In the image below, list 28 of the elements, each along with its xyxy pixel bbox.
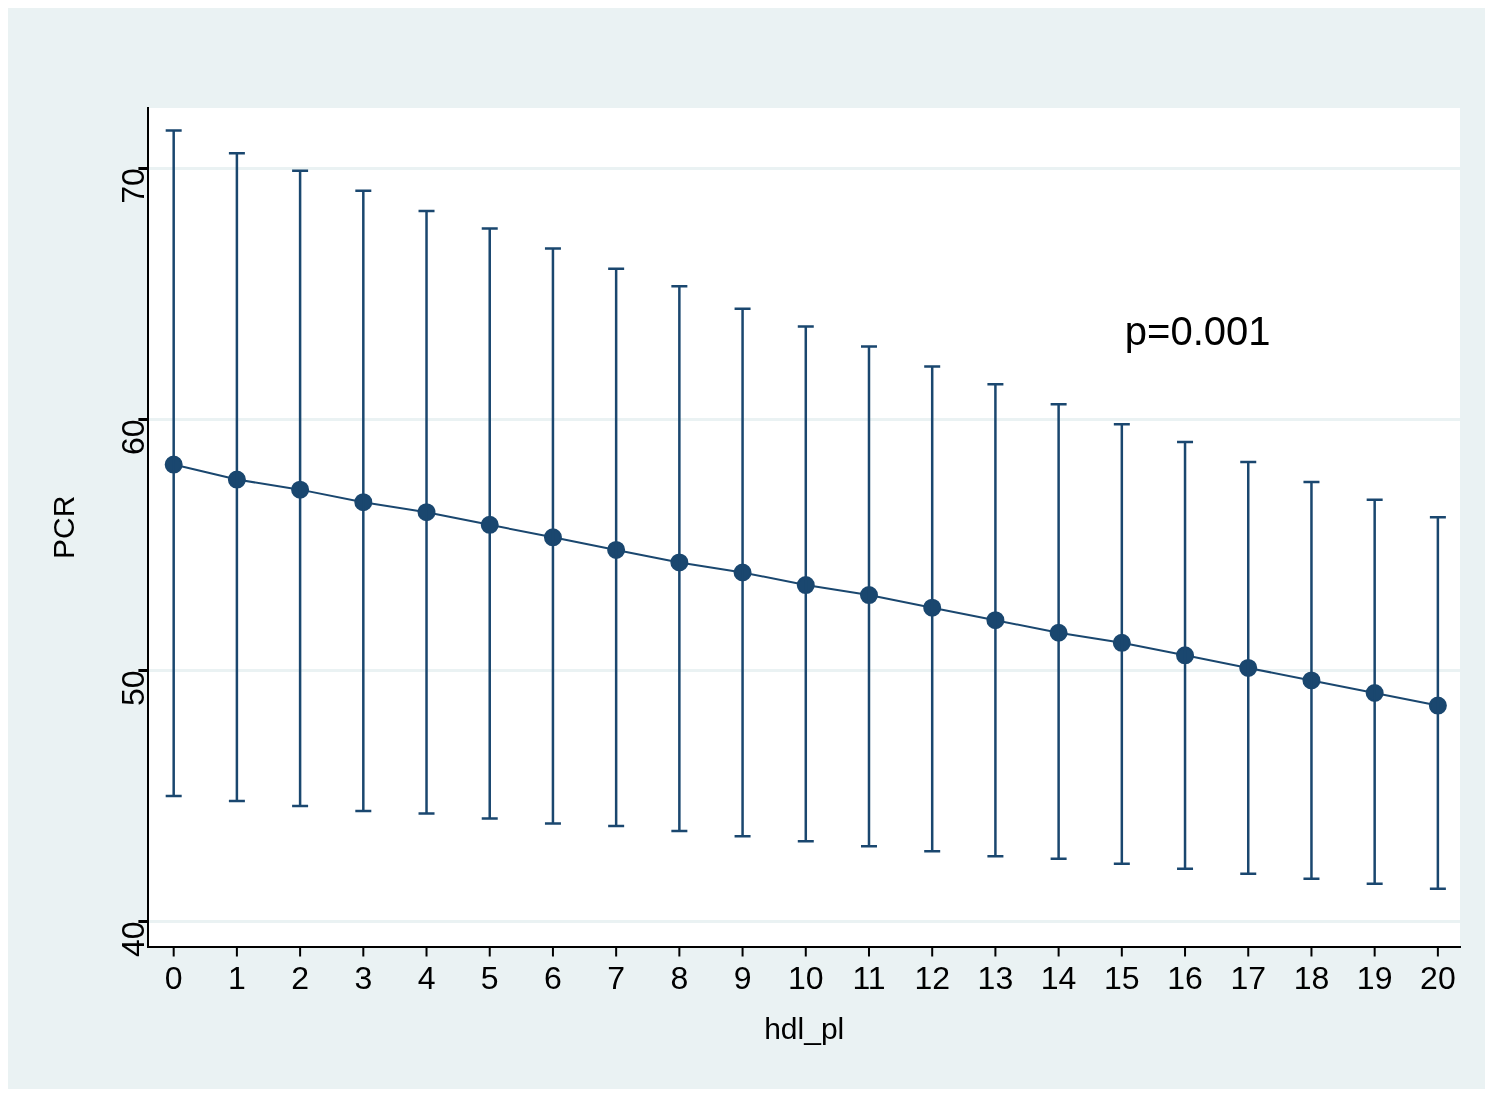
x-axis-title: hdl_pl bbox=[764, 1012, 845, 1046]
x-tick-label: 15 bbox=[1104, 959, 1140, 996]
x-tick-label: 13 bbox=[977, 959, 1014, 996]
x-tick-label: 10 bbox=[787, 959, 824, 996]
x-tick-label: 18 bbox=[1293, 959, 1330, 996]
x-tick-label: 2 bbox=[291, 959, 309, 996]
x-tick-label: 9 bbox=[733, 959, 752, 996]
x-tick-label: 11 bbox=[852, 959, 886, 996]
x-tick-label: 20 bbox=[1420, 959, 1456, 996]
x-tick-label: 6 bbox=[544, 959, 562, 996]
x-tick-label: 0 bbox=[164, 959, 183, 996]
y-tick-label: 40 bbox=[115, 921, 152, 958]
x-tick-label: 19 bbox=[1356, 959, 1393, 996]
x-tick-label: 14 bbox=[1040, 959, 1077, 996]
x-tick-label: 12 bbox=[914, 959, 950, 996]
x-tick-label: 17 bbox=[1230, 959, 1267, 996]
y-tick-label: 50 bbox=[115, 670, 152, 707]
y-tick-label: 60 bbox=[115, 419, 152, 455]
x-tick-label: 1 bbox=[228, 959, 246, 996]
x-tick-label: 7 bbox=[607, 959, 626, 996]
y-tick-label: 70 bbox=[115, 168, 152, 204]
x-tick-label: 4 bbox=[417, 959, 436, 996]
x-tick-label: 8 bbox=[670, 959, 689, 996]
x-tick-label: 5 bbox=[480, 959, 499, 996]
annotation: p=0.001 bbox=[1124, 309, 1271, 354]
x-tick-label: 3 bbox=[354, 959, 373, 996]
x-tick-label: 16 bbox=[1167, 959, 1203, 996]
y-axis-title: PCR bbox=[47, 495, 81, 559]
